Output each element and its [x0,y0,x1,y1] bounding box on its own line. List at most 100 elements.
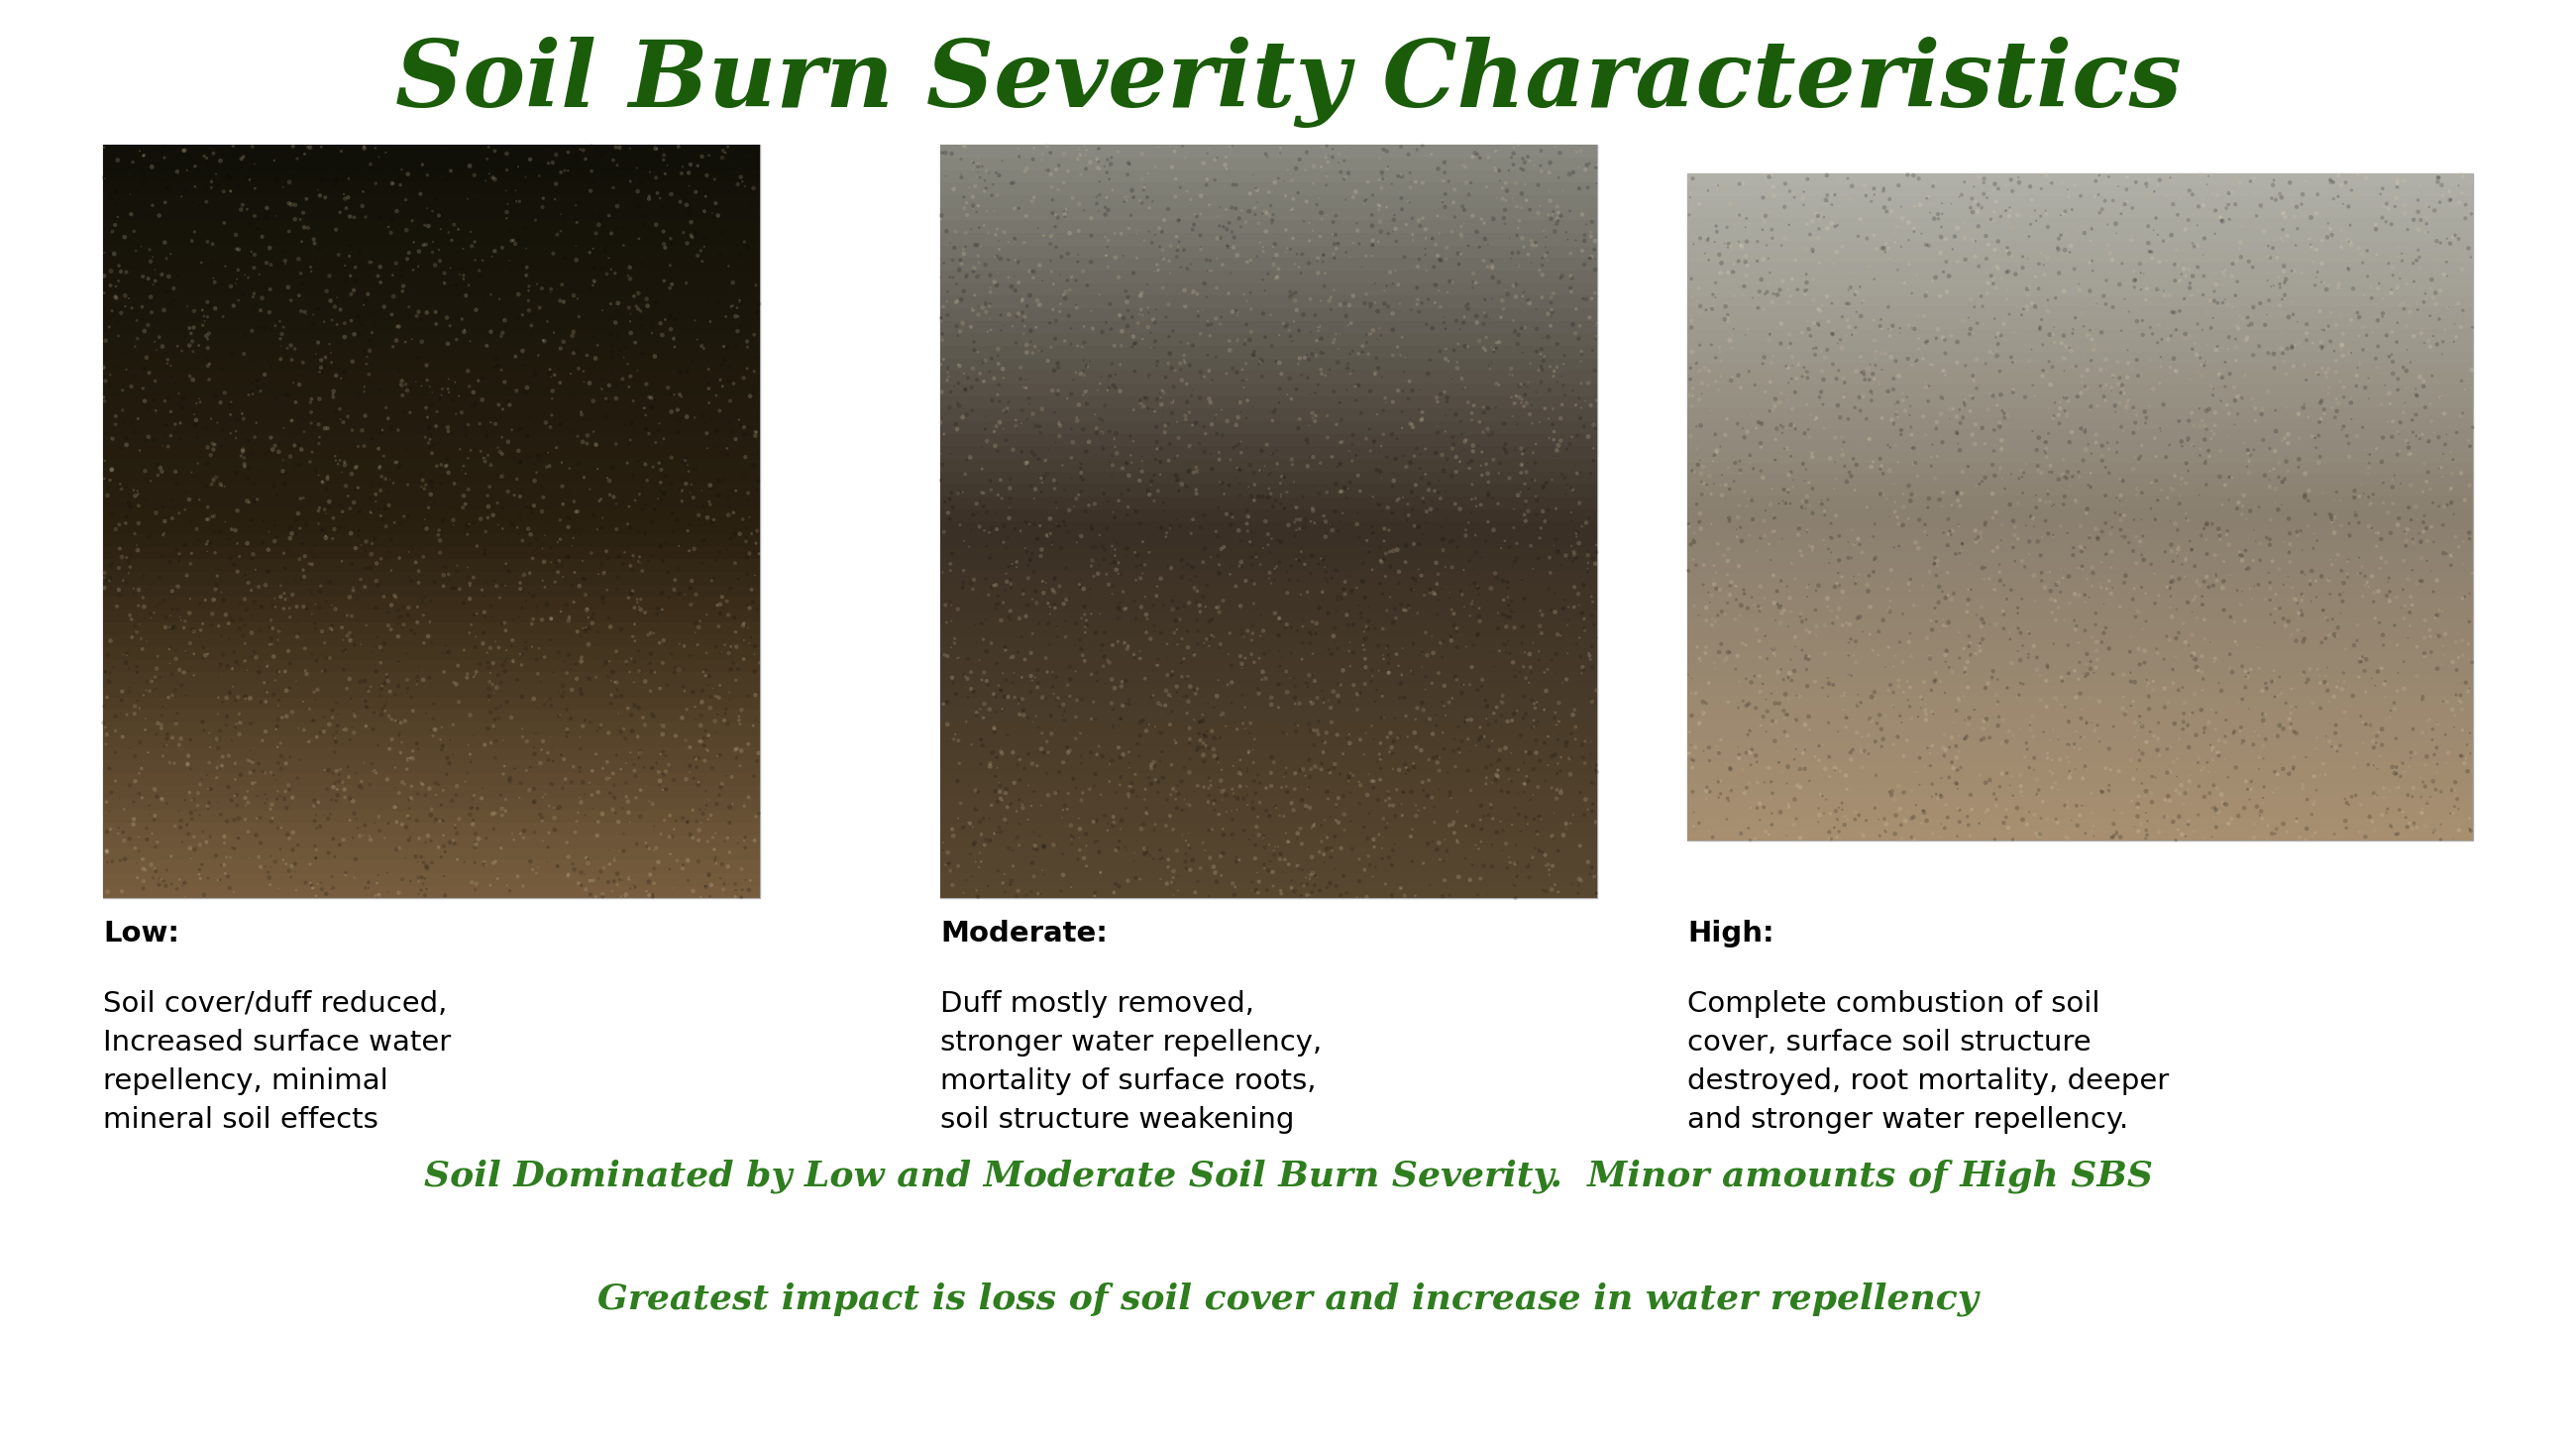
Point [1829,632,1870,655]
Point [1759,569,1801,593]
Point [1231,824,1273,848]
Point [2396,665,2437,688]
Point [134,330,175,354]
Point [636,487,677,510]
Point [1128,365,1170,388]
Point [2383,401,2424,425]
Point [211,675,252,698]
Point [685,794,726,817]
Point [1922,430,1963,454]
Point [1522,878,1564,901]
Point [392,249,433,272]
Bar [940,271,1597,283]
Point [618,309,659,332]
Point [2331,684,2372,707]
Point [2391,558,2432,581]
Point [510,380,551,403]
Point [559,191,600,214]
Point [1018,675,1059,698]
Point [567,598,608,622]
Point [392,775,433,798]
Point [2112,458,2154,481]
Point [1056,848,1097,871]
Point [1188,343,1229,367]
Point [482,762,523,785]
Point [554,236,595,259]
Point [100,259,142,283]
Point [538,704,580,727]
Point [1306,164,1347,187]
Point [88,307,129,330]
Point [2166,177,2208,200]
Point [1736,771,1777,794]
Point [1110,451,1151,474]
Point [2447,733,2488,756]
Point [2048,388,2089,412]
Point [1388,175,1430,199]
Point [2079,201,2120,225]
Point [1005,159,1046,183]
Point [734,829,775,852]
Point [572,542,613,565]
Point [1803,503,1844,526]
Point [1924,227,1965,251]
Point [1249,204,1291,227]
Point [1002,309,1043,332]
Point [299,361,340,384]
Point [2452,562,2494,585]
Point [314,219,355,242]
Point [2445,488,2486,511]
Point [2115,577,2156,600]
Point [1149,352,1190,375]
Point [1252,496,1293,519]
Point [1767,438,1808,461]
Point [1046,270,1087,293]
Point [546,830,587,853]
Point [1012,752,1054,775]
Point [1888,675,1929,698]
Point [1314,380,1355,403]
Point [2081,777,2123,800]
Point [492,183,533,206]
Point [147,177,188,200]
Point [2156,645,2197,668]
Point [1347,784,1388,807]
Point [211,729,252,752]
Point [649,317,690,341]
Point [1108,185,1149,209]
Point [227,449,268,472]
Point [1417,551,1458,574]
Point [2177,567,2218,590]
Point [309,290,350,313]
Point [966,159,1007,183]
Point [180,227,222,251]
Point [106,571,147,594]
Point [1669,356,1710,380]
Point [144,230,185,254]
Point [1291,623,1332,646]
Point [1494,285,1535,309]
Point [85,467,126,490]
Point [587,578,629,601]
Point [647,674,688,697]
Point [1319,674,1360,697]
Point [1788,519,1829,542]
Point [2287,406,2329,429]
Point [1293,642,1334,665]
Point [2257,777,2298,800]
Point [670,223,711,246]
Point [1862,180,1904,203]
Point [989,555,1030,578]
Point [1358,168,1399,191]
Point [2081,358,2123,381]
Point [953,297,994,320]
Point [2303,216,2344,239]
Point [1932,519,1973,542]
Point [2210,656,2251,680]
Point [397,255,438,278]
Point [2020,664,2061,687]
Point [1571,604,1613,627]
Point [2293,522,2334,545]
Point [2383,549,2424,572]
Point [940,288,981,312]
